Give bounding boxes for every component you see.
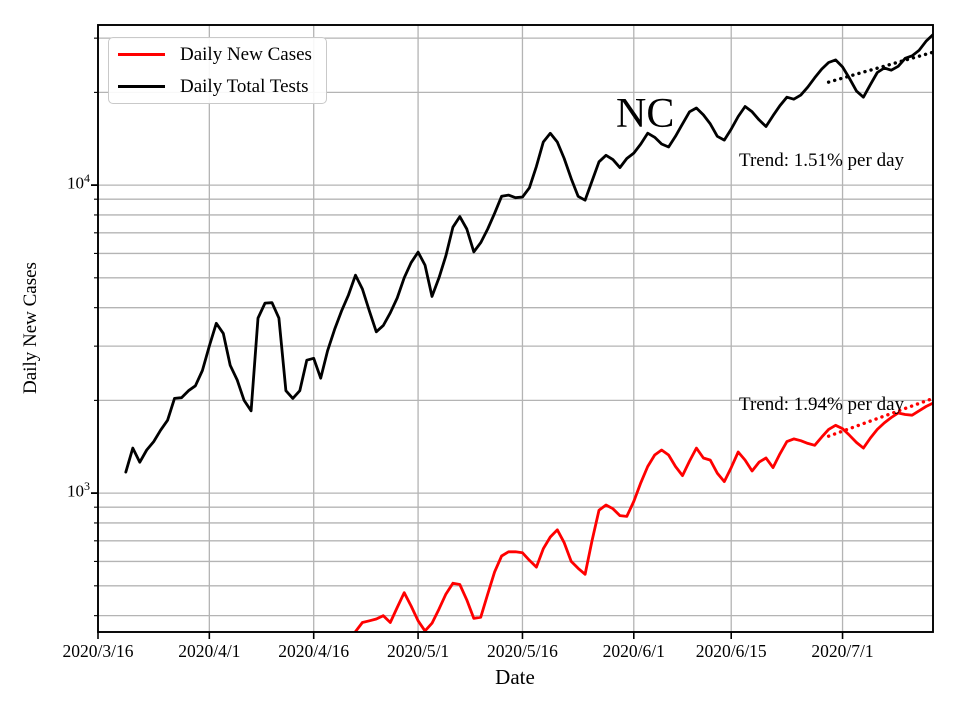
x-tick-label-6: 2020/6/15 (695, 641, 767, 661)
x-tick-label-4: 2020/5/16 (486, 641, 558, 661)
x-tick-label-2: 2020/4/16 (278, 641, 350, 661)
gridlines (97, 25, 933, 632)
y-tick-label-10e4: 104 (67, 171, 90, 193)
x-tick-label-3: 2020/5/1 (386, 641, 450, 661)
series-daily-total-tests (124, 33, 933, 474)
annotation-state-code: NC (616, 91, 675, 137)
x-axis-title: Date (495, 665, 535, 689)
x-tick-label-5: 2020/6/1 (602, 641, 665, 661)
x-tick-label-7: 2020/7/1 (811, 641, 874, 661)
legend-line-sample-red (118, 52, 165, 57)
legend-line-sample-black (118, 84, 165, 88)
legend-item-daily-total-tests: Daily Total Tests (109, 71, 326, 101)
legend-label: Daily New Cases (180, 44, 312, 66)
series-cases-trend-1-94-per-day (826, 396, 933, 438)
series-daily-new-cases (354, 401, 933, 632)
legend-item-daily-new-cases: Daily New Cases (109, 40, 326, 70)
legend-label: Daily Total Tests (180, 75, 309, 97)
legend: Daily New Cases Daily Total Tests (108, 37, 327, 104)
series-tests-trend-1-51-per-day (826, 50, 933, 84)
x-tick-label-1: 2020/4/1 (178, 641, 241, 661)
tick-marks (91, 37, 844, 639)
x-tick-label-0: 2020/3/16 (62, 641, 134, 661)
annotation-tests-trend: Trend: 1.51% per day (739, 150, 904, 171)
y-tick-label-10e3: 103 (67, 479, 90, 501)
plot-border (97, 24, 934, 633)
y-axis-title: Daily New Cases (20, 262, 41, 394)
annotation-cases-trend: Trend: 1.94% per day (739, 394, 904, 415)
